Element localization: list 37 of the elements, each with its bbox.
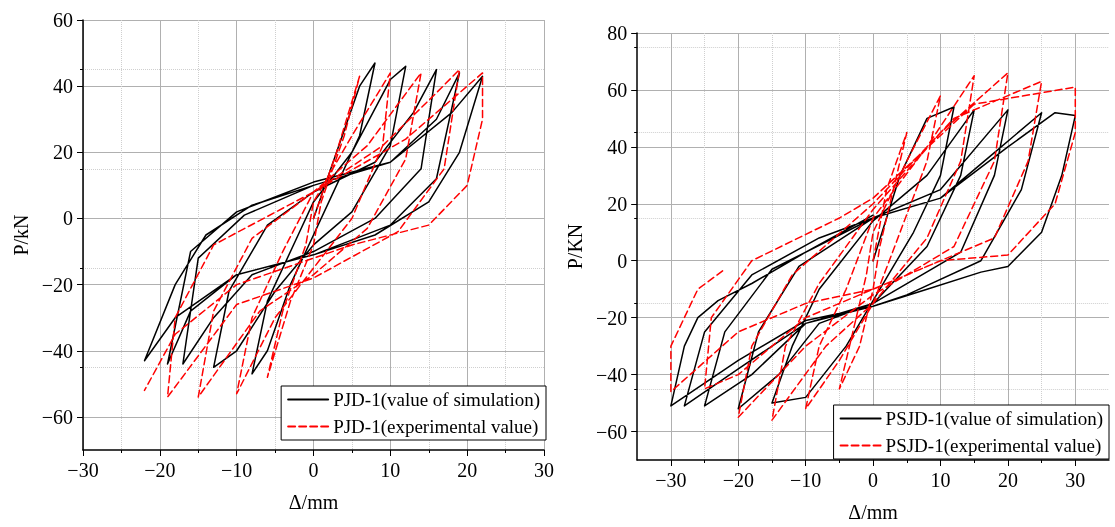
x-tick-label: 10 xyxy=(930,469,951,491)
x-tick-label: 20 xyxy=(997,469,1018,491)
legend-label: PSJD-1(value of simulation) xyxy=(885,408,1104,430)
y-tick-label: 20 xyxy=(53,141,73,164)
x-tick-label: −30 xyxy=(67,459,99,481)
x-tick-label: −20 xyxy=(722,469,754,491)
legend-label: PSJD-1(experimental value) xyxy=(885,435,1102,457)
y-tick-label: −40 xyxy=(41,339,73,362)
x-tick-label: 30 xyxy=(1065,469,1086,491)
legend-label: PJD-1(value of simulation) xyxy=(333,389,540,411)
y-axis-title: P/KN xyxy=(564,223,586,270)
y-tick-label: 20 xyxy=(607,192,628,215)
y-tick-label: −60 xyxy=(595,420,628,443)
y-tick-label: −40 xyxy=(595,363,628,386)
x-tick-label: −20 xyxy=(144,459,176,481)
y-tick-label: 0 xyxy=(63,207,73,230)
x-tick-label: −30 xyxy=(655,469,687,491)
y-tick-label: −20 xyxy=(595,306,628,329)
x-axis-title: Δ/mm xyxy=(288,491,339,513)
x-tick-label: −10 xyxy=(221,459,253,481)
y-axis-title: P/kN xyxy=(9,214,32,256)
x-tick-label: 20 xyxy=(457,459,478,481)
x-tick-label: −10 xyxy=(790,469,822,491)
y-tick-label: 80 xyxy=(607,22,628,44)
x-tick-label: 0 xyxy=(308,459,319,481)
y-tick-label: −60 xyxy=(41,405,73,428)
legend-label: PJD-1(experimental value) xyxy=(333,416,539,438)
y-tick-label: 60 xyxy=(53,9,73,31)
x-tick-label: 0 xyxy=(868,469,879,491)
y-tick-label: 40 xyxy=(53,75,73,98)
x-tick-label: 10 xyxy=(380,459,401,481)
x-tick-label: 30 xyxy=(534,459,554,481)
y-tick-label: 0 xyxy=(617,249,628,272)
y-tick-label: 60 xyxy=(607,78,628,101)
y-tick-label: 40 xyxy=(607,135,628,158)
x-axis-title: Δ/mm xyxy=(848,501,899,523)
y-tick-label: −20 xyxy=(41,273,73,296)
